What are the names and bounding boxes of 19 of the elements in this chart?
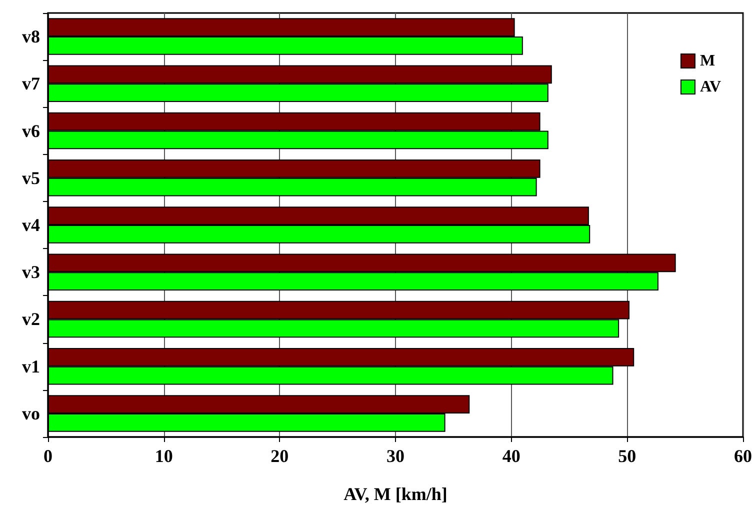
legend-label: AV (700, 78, 722, 96)
y-tick-label: vo (22, 403, 40, 424)
x-tick-label: 50 (618, 446, 636, 466)
y-tick-label: v5 (22, 168, 40, 188)
y-tick-label: v1 (22, 356, 40, 376)
x-tick-label: 30 (386, 446, 404, 466)
x-tick-label: 10 (154, 446, 173, 466)
y-tick-label: v3 (22, 262, 40, 282)
x-tick-label: 60 (734, 446, 752, 466)
x-axis-title: AV, M [km/h] (344, 484, 448, 504)
y-tick-label: v4 (22, 215, 40, 235)
y-tick-label: v2 (22, 309, 40, 330)
legend-label: M (700, 52, 716, 70)
x-tick-label: 0 (44, 446, 52, 466)
x-tick-label: 20 (270, 446, 289, 466)
y-tick-label: v6 (22, 120, 40, 141)
y-tick-label: v8 (22, 26, 40, 47)
x-tick-label: 40 (502, 446, 520, 466)
y-tick-label: v7 (22, 74, 40, 94)
